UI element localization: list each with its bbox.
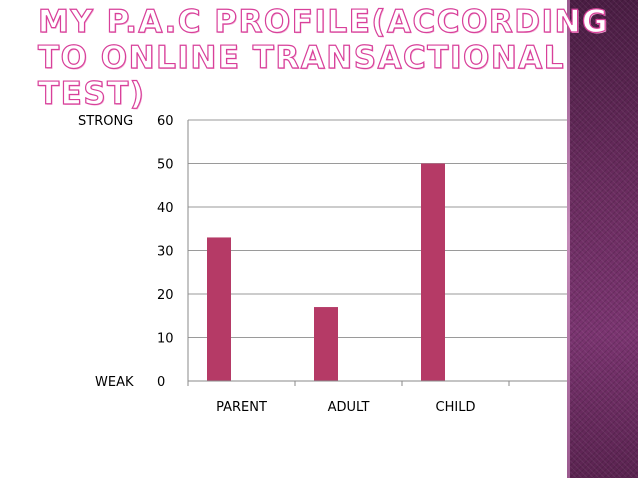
x-category-label: ADULT xyxy=(328,400,370,415)
bar-parent xyxy=(207,237,231,381)
decorative-band-edge xyxy=(567,0,570,478)
y-tick-label: 20 xyxy=(157,288,174,303)
gridlines xyxy=(188,119,567,338)
bars xyxy=(207,163,445,381)
y-tick-label: 0 xyxy=(157,375,165,390)
y-tick-label: 40 xyxy=(157,201,174,216)
decorative-side-band xyxy=(570,0,638,478)
y-side-label-weak: WEAK xyxy=(95,375,134,390)
bar-child xyxy=(421,163,445,381)
y-tick-label: 60 xyxy=(157,114,174,129)
y-tick-label: 10 xyxy=(157,332,174,347)
bar-chart: 0 10 20 30 40 50 60 STRONG WEAK PARENT ADULT CHILD xyxy=(78,114,567,415)
y-side-label-strong: STRONG xyxy=(78,114,133,129)
y-tick-label: 50 xyxy=(157,158,174,173)
y-tick-label: 30 xyxy=(157,245,174,260)
slide-title: MY P.A.C PROFILE(ACCORDING TO ONLINE TRA… xyxy=(37,3,609,112)
axes xyxy=(187,120,567,386)
tick-labels: 0 10 20 30 40 50 60 STRONG WEAK PARENT ADULT CHILD xyxy=(78,114,475,415)
bar-adult xyxy=(314,307,338,381)
x-category-label: PARENT xyxy=(216,400,267,415)
x-category-label: CHILD xyxy=(436,400,476,415)
